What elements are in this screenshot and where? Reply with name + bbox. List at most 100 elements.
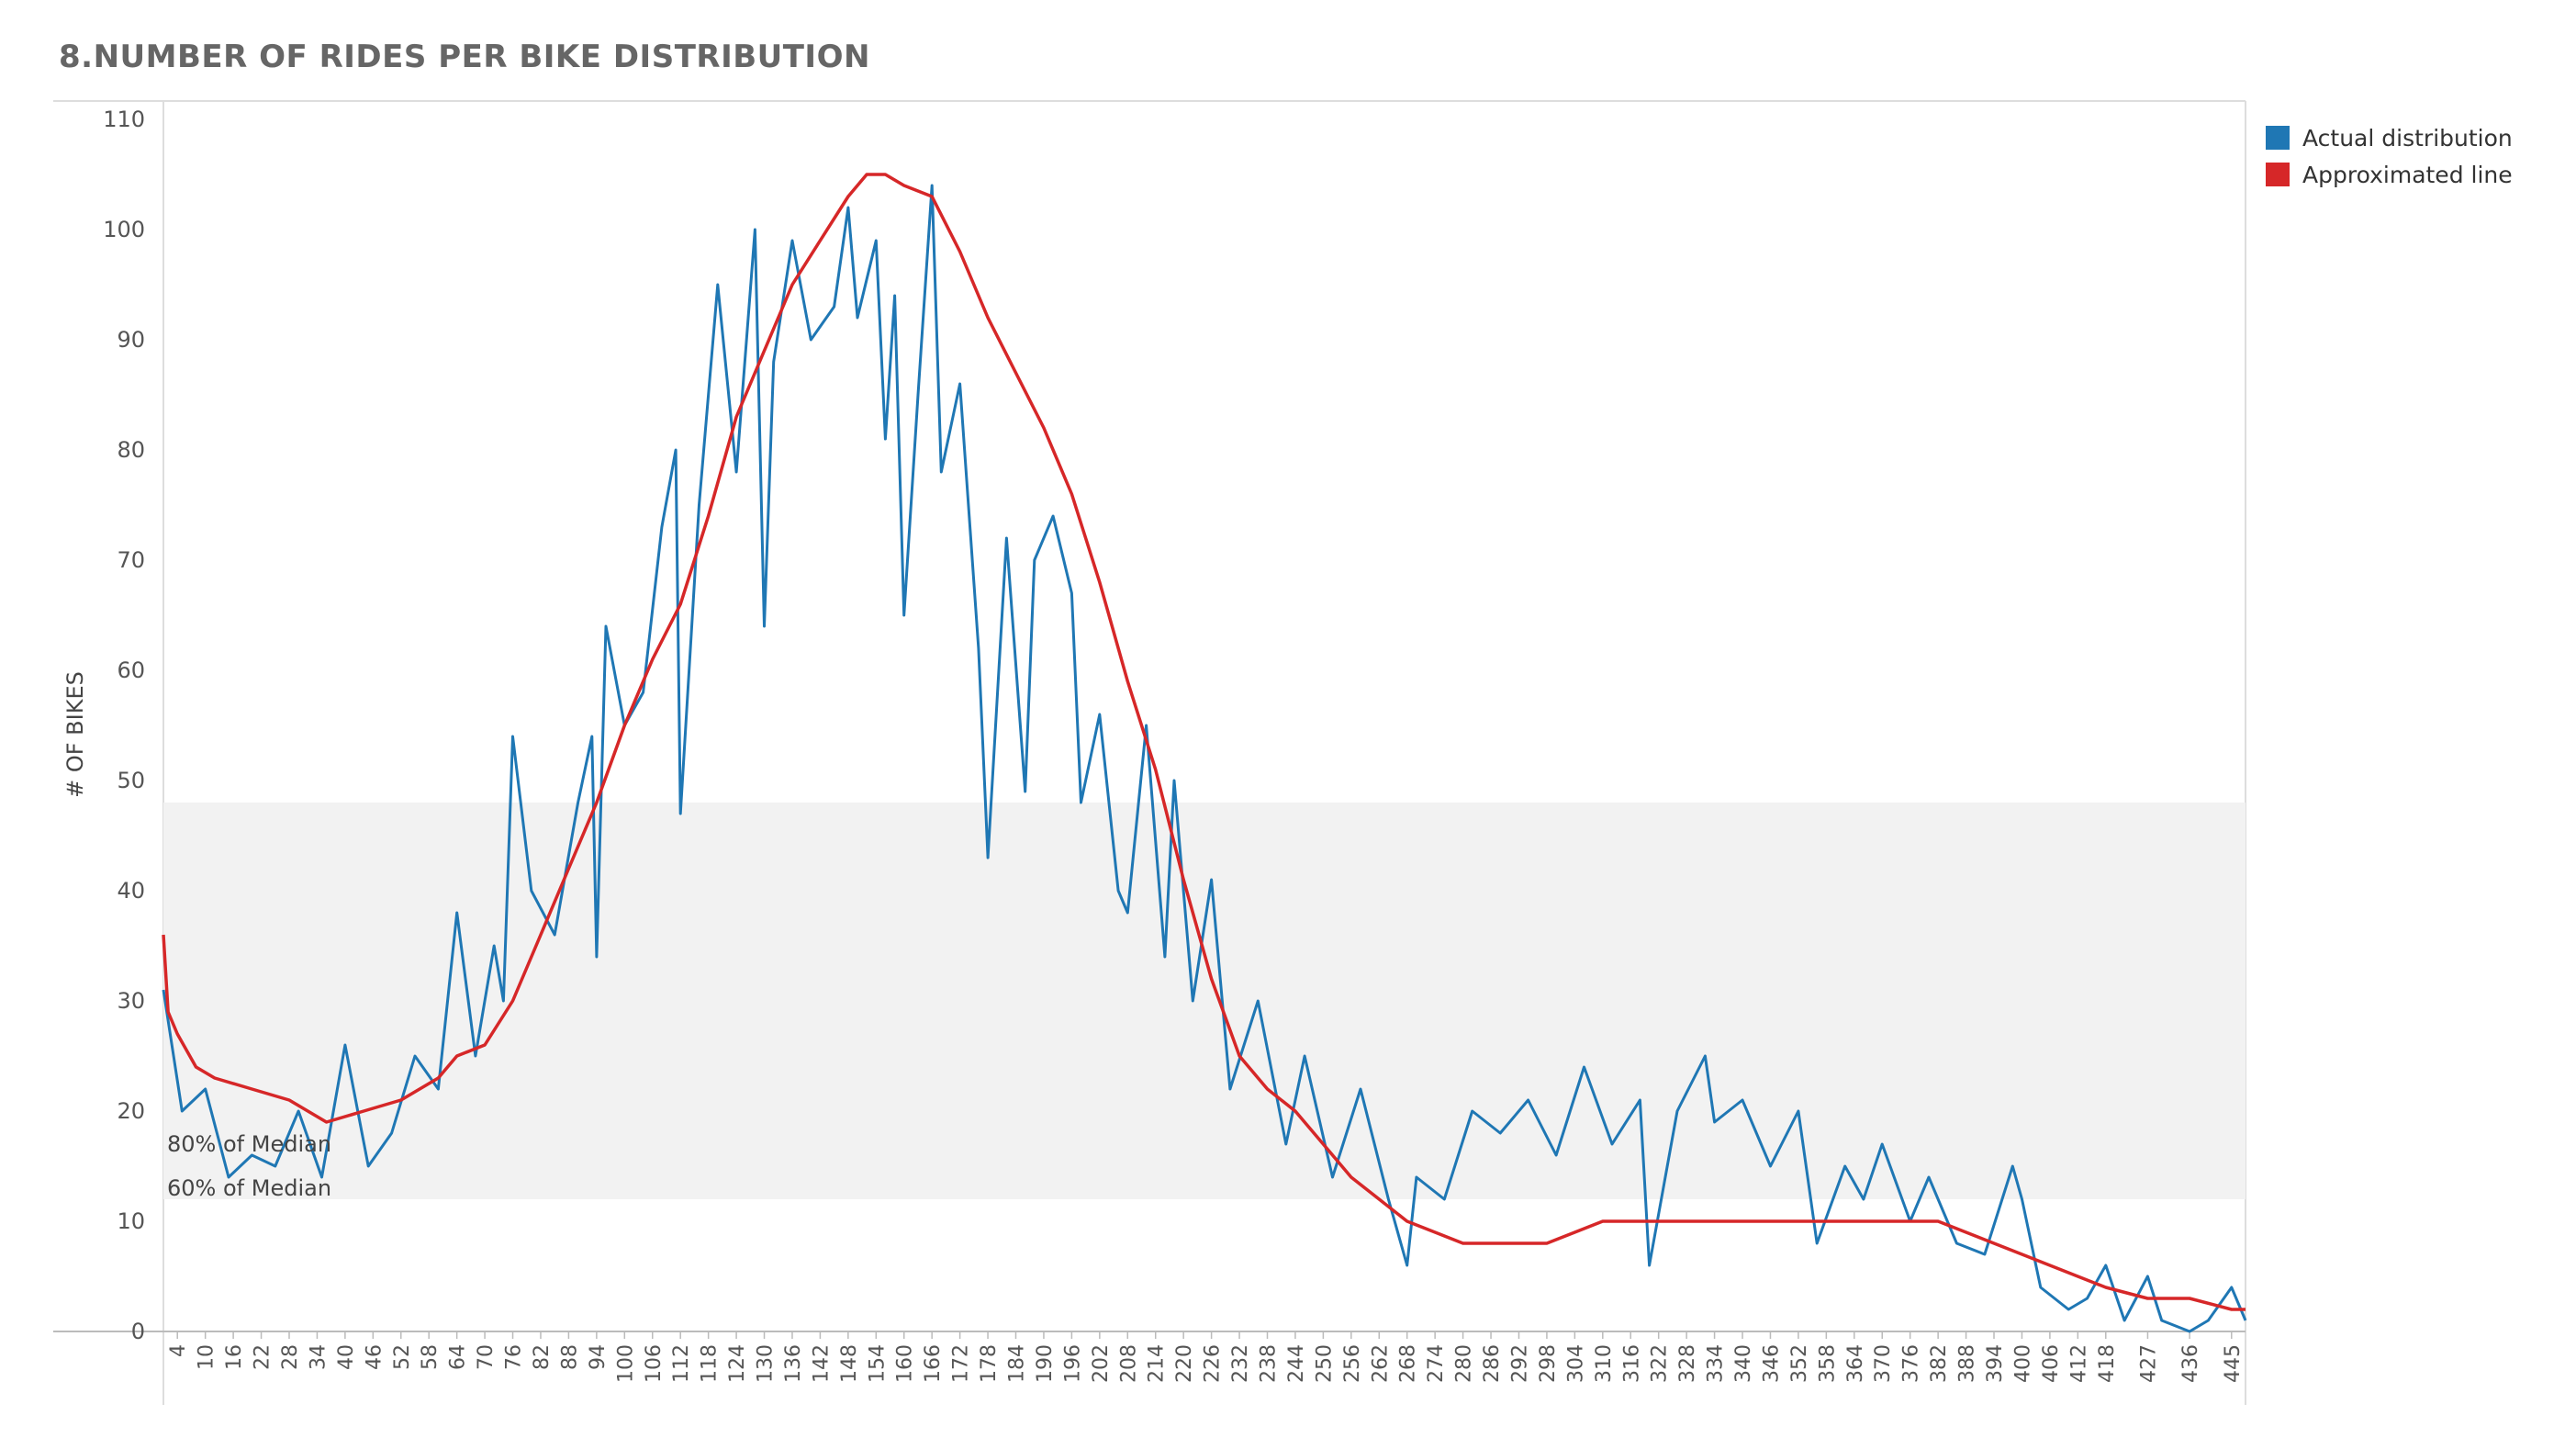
median-band-rect xyxy=(163,803,2246,1199)
y-tick-label: 80 xyxy=(117,437,145,463)
x-tick-label: 286 xyxy=(1481,1344,1504,1383)
x-tick-label: 76 xyxy=(503,1344,526,1370)
x-tick-label: 22 xyxy=(252,1344,274,1370)
x-tick-label: 4 xyxy=(167,1344,190,1357)
y-axis: 0 10 20 30 40 50 60 70 80 90 100 110 xyxy=(103,107,145,1344)
x-tick-label: 148 xyxy=(838,1344,861,1383)
x-tick-label: 226 xyxy=(1202,1344,1225,1383)
x-tick-label: 142 xyxy=(810,1344,833,1383)
x-tick-label: 46 xyxy=(363,1344,386,1370)
x-tick-label: 202 xyxy=(1090,1344,1113,1383)
x-tick-label: 328 xyxy=(1676,1344,1699,1383)
x-tick-label: 250 xyxy=(1313,1344,1336,1383)
y-tick-label: 70 xyxy=(117,547,145,573)
x-tick-label: 70 xyxy=(475,1344,498,1370)
x-tick-label: 274 xyxy=(1425,1344,1448,1383)
x-tick-label: 172 xyxy=(950,1344,973,1383)
x-tick-label: 34 xyxy=(307,1344,330,1370)
y-tick-label: 60 xyxy=(117,657,145,683)
y-tick-label: 0 xyxy=(131,1319,145,1344)
x-tick-label: 214 xyxy=(1146,1344,1169,1383)
x-tick-label: 298 xyxy=(1537,1344,1560,1383)
x-tick-label: 112 xyxy=(670,1344,693,1383)
y-tick-label: 30 xyxy=(117,988,145,1014)
x-tick-label: 40 xyxy=(335,1344,358,1370)
median-annotation: 80% of Median xyxy=(167,1131,331,1157)
x-tick-label: 16 xyxy=(223,1344,246,1370)
median-annotation: 60% of Median xyxy=(167,1175,331,1201)
y-tick-label: 20 xyxy=(117,1098,145,1124)
x-tick-label: 208 xyxy=(1117,1344,1140,1383)
x-tick-label: 232 xyxy=(1229,1344,1252,1383)
x-tick-label: 166 xyxy=(922,1344,945,1383)
x-tick-label: 94 xyxy=(587,1344,610,1370)
x-tick-label: 292 xyxy=(1508,1344,1531,1383)
x-tick-label: 322 xyxy=(1649,1344,1672,1383)
x-tick-label: 256 xyxy=(1341,1344,1364,1383)
x-tick-label: 160 xyxy=(894,1344,917,1383)
legend-item-approx[interactable]: Approximated line xyxy=(2266,156,2513,193)
legend-swatch-approx xyxy=(2266,163,2290,186)
x-tick-label: 64 xyxy=(447,1344,470,1370)
x-tick-label: 358 xyxy=(1816,1344,1839,1383)
y-tick-label: 50 xyxy=(117,768,145,793)
y-tick-label: 90 xyxy=(117,327,145,353)
x-tick-label: 334 xyxy=(1705,1344,1728,1383)
x-tick-label: 184 xyxy=(1006,1344,1029,1383)
legend: Actual distribution Approximated line xyxy=(2266,119,2513,193)
x-tick-label: 376 xyxy=(1900,1344,1923,1383)
legend-label-actual: Actual distribution xyxy=(2302,124,2513,152)
x-tick-label: 268 xyxy=(1397,1344,1420,1383)
x-tick-label: 52 xyxy=(391,1344,414,1370)
y-tick-label: 10 xyxy=(117,1208,145,1234)
x-tick-label: 445 xyxy=(2222,1344,2245,1383)
y-tick-label: 110 xyxy=(103,107,145,132)
x-tick-label: 178 xyxy=(978,1344,1001,1383)
legend-label-approx: Approximated line xyxy=(2302,161,2513,188)
x-tick-label: 238 xyxy=(1257,1344,1280,1383)
x-axis: 4 10 16 22 28 34 40 46 52 58 64 70 76 82 88 94 100 106 112… xyxy=(167,1331,2245,1383)
x-tick-label: 220 xyxy=(1173,1344,1196,1383)
x-tick-label: 364 xyxy=(1844,1344,1867,1383)
y-tick-label: 40 xyxy=(117,878,145,904)
annotation-layer: 80% of Median 60% of Median xyxy=(167,1131,331,1201)
y-tick-label: 100 xyxy=(103,217,145,242)
x-tick-label: 316 xyxy=(1620,1344,1643,1383)
x-tick-label: 280 xyxy=(1453,1344,1476,1383)
x-tick-label: 388 xyxy=(1956,1344,1979,1383)
x-tick-label: 427 xyxy=(2137,1344,2160,1383)
x-tick-label: 340 xyxy=(1732,1344,1755,1383)
legend-swatch-actual xyxy=(2266,126,2290,150)
x-tick-label: 310 xyxy=(1593,1344,1616,1383)
legend-item-actual[interactable]: Actual distribution xyxy=(2266,119,2513,156)
x-tick-label: 58 xyxy=(419,1344,442,1370)
x-tick-label: 400 xyxy=(2011,1344,2034,1383)
x-tick-label: 244 xyxy=(1285,1344,1308,1383)
x-tick-label: 394 xyxy=(1984,1344,2007,1383)
x-tick-label: 28 xyxy=(279,1344,302,1370)
x-tick-label: 352 xyxy=(1788,1344,1811,1383)
x-tick-label: 412 xyxy=(2067,1344,2090,1383)
x-tick-label: 154 xyxy=(866,1344,889,1383)
x-tick-label: 406 xyxy=(2040,1344,2063,1383)
x-tick-label: 130 xyxy=(755,1344,778,1383)
x-tick-label: 346 xyxy=(1760,1344,1783,1383)
x-tick-label: 304 xyxy=(1564,1344,1587,1383)
x-tick-label: 190 xyxy=(1034,1344,1057,1383)
x-tick-label: 100 xyxy=(614,1344,637,1383)
chart-title: 8.NUMBER OF RIDES PER BIKE DISTRIBUTION xyxy=(59,39,870,75)
x-tick-label: 418 xyxy=(2096,1344,2119,1383)
series-actual-distribution xyxy=(162,184,2247,1333)
median-band xyxy=(163,803,2246,1199)
x-tick-label: 262 xyxy=(1369,1344,1392,1383)
x-tick-label: 118 xyxy=(699,1344,722,1383)
y-axis-label: # OF BIKES xyxy=(62,671,88,798)
x-tick-label: 106 xyxy=(643,1344,666,1383)
x-tick-label: 10 xyxy=(196,1344,218,1370)
x-tick-label: 124 xyxy=(726,1344,749,1383)
x-tick-label: 382 xyxy=(1928,1344,1951,1383)
series-approximated-line xyxy=(162,173,2246,1311)
x-tick-label: 82 xyxy=(531,1344,554,1370)
x-tick-label: 436 xyxy=(2179,1344,2202,1383)
